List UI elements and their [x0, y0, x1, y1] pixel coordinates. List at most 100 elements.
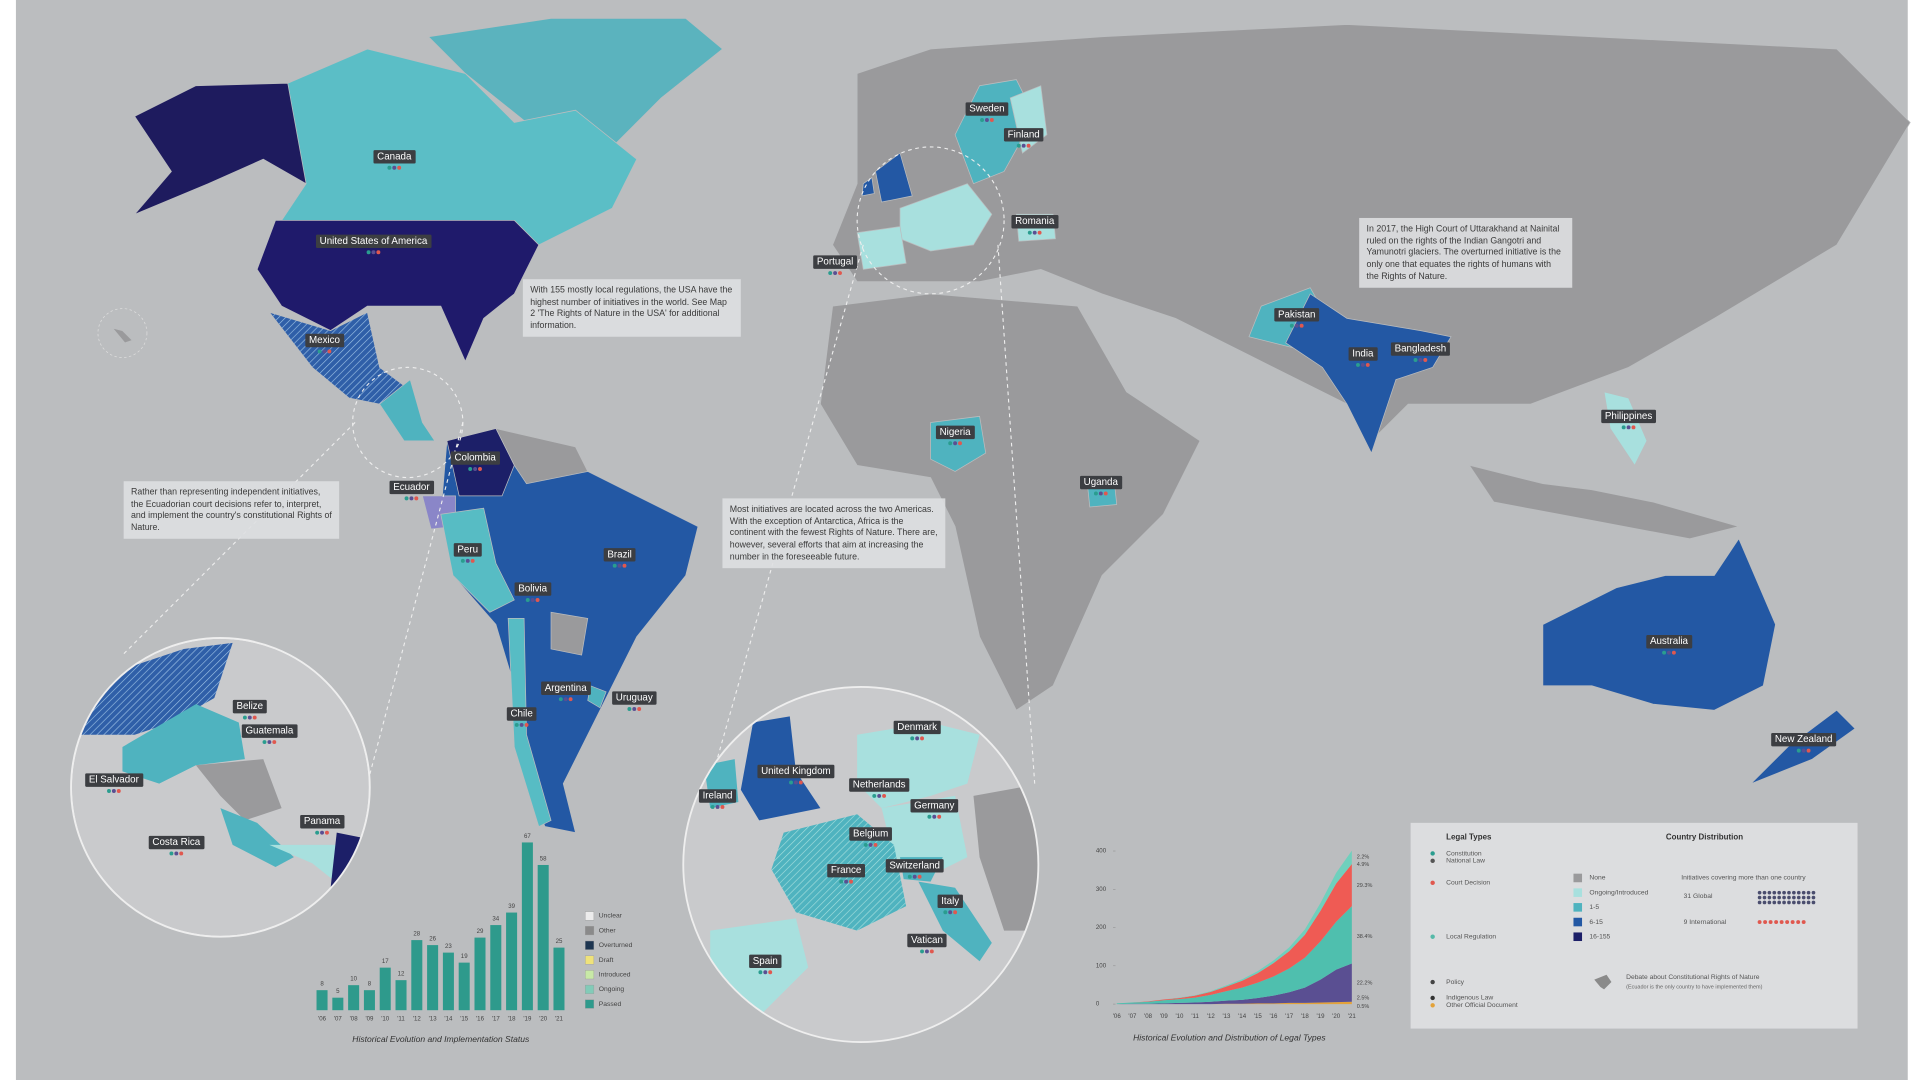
- x-tick-label: '06: [318, 1015, 327, 1022]
- label-text: Pakistan: [1278, 309, 1316, 320]
- area-series: [1116, 963, 1352, 1005]
- legend-label: Unclear: [599, 913, 623, 920]
- legend-dot: [1787, 900, 1791, 905]
- initiative-dot: [953, 910, 958, 915]
- country-label: Uruguay: [612, 691, 657, 711]
- label-box: [1348, 347, 1378, 361]
- country-label: New Zealand: [1771, 732, 1837, 753]
- bar-value-label: 58: [540, 855, 547, 862]
- initiative-dot: [409, 496, 414, 501]
- label-box: [300, 815, 345, 829]
- initiative-dot: [179, 851, 184, 856]
- initiative-dot: [519, 722, 524, 727]
- initiative-dot: [473, 467, 478, 471]
- label-text: New Zealand: [1775, 734, 1833, 745]
- initiative-dot: [107, 789, 111, 793]
- country-label: Germany: [910, 799, 959, 819]
- label-box: [849, 827, 892, 841]
- initiative-dot: [1032, 230, 1037, 235]
- legend-dot: [1782, 895, 1786, 900]
- legend-dot: [1806, 900, 1811, 905]
- legend-dot: [1772, 895, 1777, 900]
- initiative-dot: [989, 118, 994, 122]
- legend-label: 31 Global: [1684, 893, 1713, 900]
- label-box: [1080, 475, 1123, 490]
- initiative-dot: [948, 910, 953, 915]
- label-text: Bangladesh: [1395, 344, 1447, 355]
- bar-value-label: 29: [477, 928, 484, 935]
- legend-dot: [1767, 900, 1772, 905]
- legend-dot: [1777, 895, 1782, 900]
- label-box: [885, 859, 944, 873]
- legend-label: Introduced: [599, 971, 631, 978]
- legend-dot: [1792, 895, 1796, 900]
- initiative-dot: [1626, 425, 1631, 430]
- legend-dot: [1430, 934, 1435, 939]
- label-text: Ireland: [703, 791, 733, 802]
- legend-label: 6-15: [1589, 919, 1603, 926]
- legend-title: Legal Types: [1446, 833, 1492, 842]
- initiative-dot: [789, 780, 793, 785]
- country-label: Peru: [453, 543, 482, 563]
- x-tick-label: '07: [334, 1015, 343, 1022]
- bar: [442, 952, 454, 1011]
- label-box: [389, 480, 435, 495]
- bar: [427, 945, 439, 1011]
- x-tick-label: '20: [1332, 1013, 1341, 1020]
- label-text: France: [831, 865, 861, 876]
- inset-border: [70, 637, 371, 938]
- legend-dot: [1796, 900, 1801, 905]
- label-text: Peru: [457, 544, 478, 555]
- label-box: [603, 548, 636, 562]
- label-text: Argentina: [545, 683, 587, 694]
- annotation: With 155 mostly local regulations, the U…: [522, 279, 741, 337]
- legend-dot: [1768, 920, 1773, 925]
- bar-value-label: 17: [382, 958, 389, 965]
- legend-label: Initiatives covering more than one count…: [1681, 875, 1806, 882]
- annotation: In 2017, the High Court of Uttarakhand a…: [1359, 217, 1573, 288]
- label-text: Philippines: [1605, 411, 1652, 422]
- label-text: Guatemala: [245, 726, 293, 737]
- legend-dot: [1801, 895, 1806, 900]
- initiative-dot: [828, 271, 833, 276]
- initiative-dot: [1796, 748, 1801, 753]
- initiative-dot: [637, 707, 642, 711]
- initiative-dot: [980, 118, 985, 122]
- legend-label: Ongoing: [599, 986, 625, 993]
- legend-swatch: [585, 999, 595, 1009]
- initiative-dot: [478, 467, 482, 471]
- label-text: Uganda: [1084, 477, 1119, 488]
- initiative-dot: [937, 814, 942, 819]
- initiative-dot: [907, 874, 912, 879]
- initiative-dot: [324, 830, 329, 835]
- legend-dot: [1767, 895, 1772, 900]
- label-text: Denmark: [897, 722, 937, 733]
- y-tick-label: 0: [1096, 1001, 1100, 1008]
- country-label: France: [827, 863, 866, 884]
- initiative-dot: [873, 842, 878, 847]
- initiative-dot: [414, 496, 419, 501]
- initiative-dot: [524, 722, 529, 727]
- initiative-dot: [1026, 143, 1031, 148]
- y-tick-label: 400: [1096, 848, 1107, 855]
- label-text: Ecuador: [393, 482, 430, 493]
- legend-dot: [1767, 890, 1772, 895]
- initiative-dot: [932, 814, 937, 819]
- initiative-dot: [1418, 358, 1423, 362]
- label-box: [1003, 128, 1044, 142]
- label-text: India: [1352, 348, 1374, 359]
- legend-dot: [1774, 920, 1779, 925]
- bar: [379, 967, 391, 1011]
- initiative-dot: [252, 715, 257, 720]
- legend-dot: [1757, 890, 1762, 895]
- bar-value-label: 12: [398, 971, 405, 978]
- legend-label: (Ecuador is the only country to have imp…: [1626, 984, 1763, 990]
- legend-dot: [1811, 895, 1816, 900]
- initiative-dot: [460, 558, 465, 563]
- x-tick-label: '16: [1269, 1013, 1278, 1020]
- initiative-dot: [1413, 358, 1418, 362]
- initiative-dot: [1621, 425, 1626, 430]
- initiative-dot: [948, 441, 953, 446]
- initiative-dot: [1806, 748, 1811, 753]
